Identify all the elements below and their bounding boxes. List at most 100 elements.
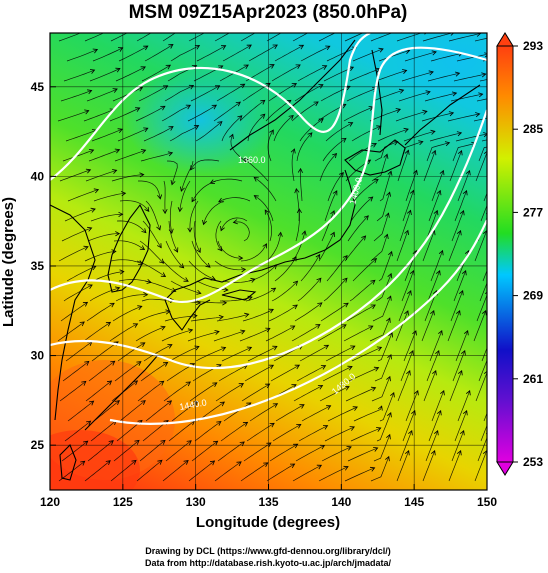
streamline	[369, 318, 391, 342]
streamline-arrow	[218, 197, 224, 203]
colorbar-tick-label: 269	[523, 289, 543, 303]
streamline	[86, 302, 115, 322]
streamline	[327, 406, 358, 422]
streamline-arrow	[491, 251, 495, 256]
streamline-arrow	[489, 191, 493, 196]
streamline-arrow	[402, 69, 408, 74]
streamline-arrow	[223, 287, 229, 293]
streamline-arrow	[112, 88, 118, 93]
streamline-arrow	[363, 215, 369, 221]
streamline	[136, 33, 152, 42]
streamline	[138, 310, 170, 322]
streamline-arrow	[105, 460, 111, 466]
streamline	[190, 159, 220, 170]
streamline	[377, 332, 393, 362]
streamline-arrow	[432, 370, 437, 376]
streamline-arrow	[119, 269, 125, 275]
streamline-arrow	[463, 330, 469, 336]
streamline-arrow	[370, 386, 377, 392]
streamline-arrow	[157, 459, 163, 465]
streamline-arrow	[87, 89, 93, 95]
streamline	[397, 370, 411, 402]
streamline-arrow	[162, 209, 168, 215]
streamline	[325, 122, 353, 142]
streamline-arrow	[218, 65, 224, 71]
streamline-arrow	[167, 151, 174, 157]
streamline-arrow	[135, 26, 140, 30]
streamline	[164, 85, 194, 102]
streamline	[193, 300, 227, 304]
streamline	[58, 33, 82, 42]
streamline	[58, 461, 85, 482]
streamline	[66, 49, 98, 62]
streamline	[221, 346, 252, 362]
streamline-arrow	[239, 25, 244, 29]
streamline-arrow	[290, 325, 296, 331]
streamline	[214, 461, 242, 482]
streamline-arrow	[387, 170, 393, 176]
streamline	[448, 450, 462, 482]
streamline	[112, 305, 142, 322]
streamline	[449, 150, 462, 182]
streamline-arrow	[408, 430, 413, 436]
streamline	[203, 200, 225, 225]
streamline	[84, 33, 105, 42]
streamline-arrow	[461, 270, 467, 276]
streamline	[246, 423, 275, 442]
streamline-arrow	[110, 27, 115, 31]
streamline-arrow	[316, 277, 322, 283]
streamline	[194, 421, 222, 442]
streamline	[179, 180, 191, 212]
streamline-arrow	[269, 129, 274, 135]
streamline-arrow	[301, 230, 307, 236]
streamline	[398, 290, 412, 322]
streamline-arrow	[290, 148, 296, 154]
streamline-arrow	[350, 345, 356, 351]
streamline	[91, 128, 123, 142]
streamline	[292, 464, 322, 482]
streamline-arrow	[138, 260, 144, 265]
streamline	[474, 37, 487, 42]
streamline-arrow	[433, 209, 439, 216]
streamline-arrow	[268, 364, 275, 370]
streamline-arrow	[459, 430, 465, 436]
streamline	[83, 322, 111, 342]
streamline-arrow	[90, 207, 96, 213]
streamline	[344, 235, 366, 262]
streamline-arrow	[478, 92, 484, 98]
streamline	[274, 256, 297, 282]
streamline	[374, 354, 392, 382]
streamline-arrow	[406, 209, 412, 215]
streamline	[222, 44, 252, 62]
streamline	[63, 284, 93, 302]
streamline	[350, 196, 373, 222]
streamline	[135, 326, 166, 342]
streamline	[191, 240, 211, 268]
streamline	[168, 220, 178, 253]
streamline-arrow	[296, 208, 302, 214]
streamline-arrow	[110, 360, 116, 366]
streamline	[320, 302, 349, 322]
y-axis-label: Latitude (degrees)	[0, 197, 17, 327]
streamline	[318, 466, 349, 482]
streamline-arrow	[344, 26, 349, 30]
streamline	[373, 434, 391, 462]
streamline-arrow	[87, 226, 93, 232]
streamline-arrow	[186, 440, 192, 446]
streamline	[421, 112, 454, 122]
streamline-arrow	[179, 263, 185, 269]
streamline	[371, 376, 391, 402]
streamline	[62, 149, 94, 162]
streamline-arrow	[346, 446, 352, 451]
streamline-arrow	[398, 33, 399, 34]
streamline	[187, 331, 220, 342]
streamline	[64, 208, 96, 222]
streamline-arrow	[232, 219, 238, 225]
streamline-arrow	[137, 305, 143, 311]
streamline	[324, 426, 355, 442]
streamline	[291, 148, 295, 182]
streamline-arrow	[265, 383, 271, 389]
streamline-arrow	[81, 380, 87, 386]
streamline	[453, 73, 486, 82]
